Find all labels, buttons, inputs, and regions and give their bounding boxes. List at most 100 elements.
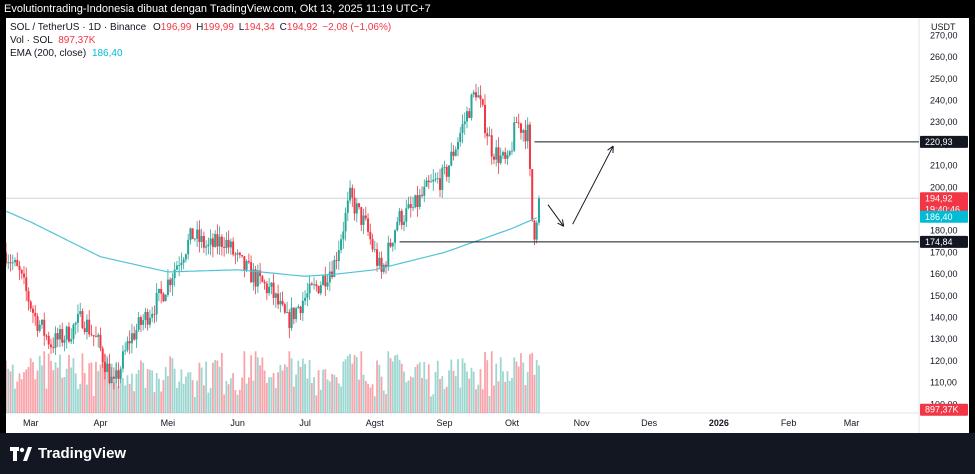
volume-bar (202, 385, 205, 413)
candle-body (43, 319, 46, 336)
volume-bar (252, 380, 255, 413)
volume-bar (517, 366, 520, 413)
candle-body (247, 261, 250, 263)
volume-bar (299, 366, 302, 413)
candle-body (166, 279, 169, 296)
trend-arrow-head (561, 219, 565, 227)
volume-bar (243, 351, 246, 413)
volume-bar (65, 368, 68, 413)
volume-bar (360, 351, 363, 413)
volume-bar (254, 351, 257, 413)
candle-body (94, 336, 97, 338)
currency-label: USDT (931, 22, 956, 32)
volume-bar (50, 360, 52, 413)
legend-low-value: 194,34 (244, 22, 275, 33)
candle-body (173, 269, 176, 279)
volume-bar (86, 384, 88, 413)
volume-bar (470, 367, 473, 413)
x-tick-label: Mar (23, 418, 39, 428)
candle-body (200, 235, 203, 242)
candle-body (423, 186, 426, 196)
price-tag (920, 403, 968, 416)
candle-body (510, 150, 513, 152)
candle-body (135, 329, 138, 340)
candle-body (522, 130, 525, 133)
candle-body (506, 155, 509, 159)
volume-bar (529, 354, 531, 413)
y-tick-label: 170,00 (930, 247, 958, 257)
candle-body (340, 239, 343, 251)
volume-bar (315, 395, 318, 413)
y-tick-label: 120,00 (930, 356, 958, 366)
candle-body (382, 264, 385, 272)
candle-body (457, 142, 460, 150)
volume-bar (376, 360, 378, 413)
candle-body (470, 94, 473, 118)
volume-bar (522, 362, 525, 413)
candle-body (364, 215, 367, 219)
candle-body (292, 307, 295, 320)
volume-bar (47, 353, 50, 413)
volume-bar (200, 367, 203, 413)
volume-bar (6, 360, 7, 413)
volume-bar (277, 372, 280, 413)
candle-body (326, 282, 329, 287)
candle-body (445, 166, 448, 177)
volume-bar (288, 351, 291, 413)
header-bar: Evolutiontrading-Indonesia dibuat dengan… (0, 0, 975, 18)
tradingview-logo-icon (10, 446, 32, 461)
candle-body (490, 135, 493, 157)
volume-bar (445, 386, 448, 413)
volume-bar (149, 369, 151, 413)
volume-bar (218, 366, 221, 413)
volume-bar (236, 394, 239, 413)
candle-body (40, 319, 43, 325)
candle-body (38, 324, 41, 331)
volume-bar (526, 371, 529, 413)
tradingview-logo[interactable]: TradingView (10, 445, 126, 462)
price-tag (920, 235, 968, 248)
x-tick-label: Feb (781, 418, 797, 428)
candle-body (72, 324, 75, 340)
legend-volume-value: 897,37K (58, 35, 96, 46)
volume-bar (533, 374, 536, 413)
volume-bar (191, 380, 194, 413)
candle-body (495, 147, 498, 160)
volume-bar (369, 387, 372, 413)
volume-bar (355, 357, 358, 413)
candle-body (528, 124, 531, 170)
candle-body (61, 329, 64, 343)
y-tick-label: 250,00 (930, 74, 958, 84)
x-tick-label: Sep (437, 418, 453, 428)
volume-bar (211, 362, 214, 413)
chart-area[interactable]: USDT100,00110,00120,00130,00140,00150,00… (6, 18, 969, 433)
volume-bar (259, 365, 262, 413)
volume-bar (95, 361, 97, 413)
volume-bar (421, 377, 423, 413)
candle-body (328, 271, 331, 283)
legend-row-ema: EMA (200, close) 186,40 (10, 48, 123, 59)
volume-bar (441, 376, 444, 413)
y-tick-label: 150,00 (930, 291, 958, 301)
candle-body (259, 270, 262, 277)
volume-bar (342, 361, 345, 413)
candle-body (16, 259, 19, 266)
candle-body (29, 301, 32, 309)
price-chart[interactable]: USDT100,00110,00120,00130,00140,00150,00… (6, 18, 969, 433)
candle-body (333, 260, 336, 277)
volume-bar (92, 395, 95, 413)
volume-bar (59, 354, 61, 413)
volume-bar (227, 384, 230, 413)
volume-bar (110, 363, 113, 413)
candle-body (254, 269, 257, 287)
volume-bar (7, 368, 10, 413)
candle-body (117, 370, 120, 379)
price-tag-label: 174,84 (925, 237, 953, 247)
candle-body (427, 180, 430, 183)
candle-body (454, 149, 457, 156)
y-tick-label: 200,00 (930, 182, 958, 192)
legend-high-label: H (196, 22, 204, 33)
candle-body (112, 376, 115, 379)
volume-bar (306, 378, 309, 413)
